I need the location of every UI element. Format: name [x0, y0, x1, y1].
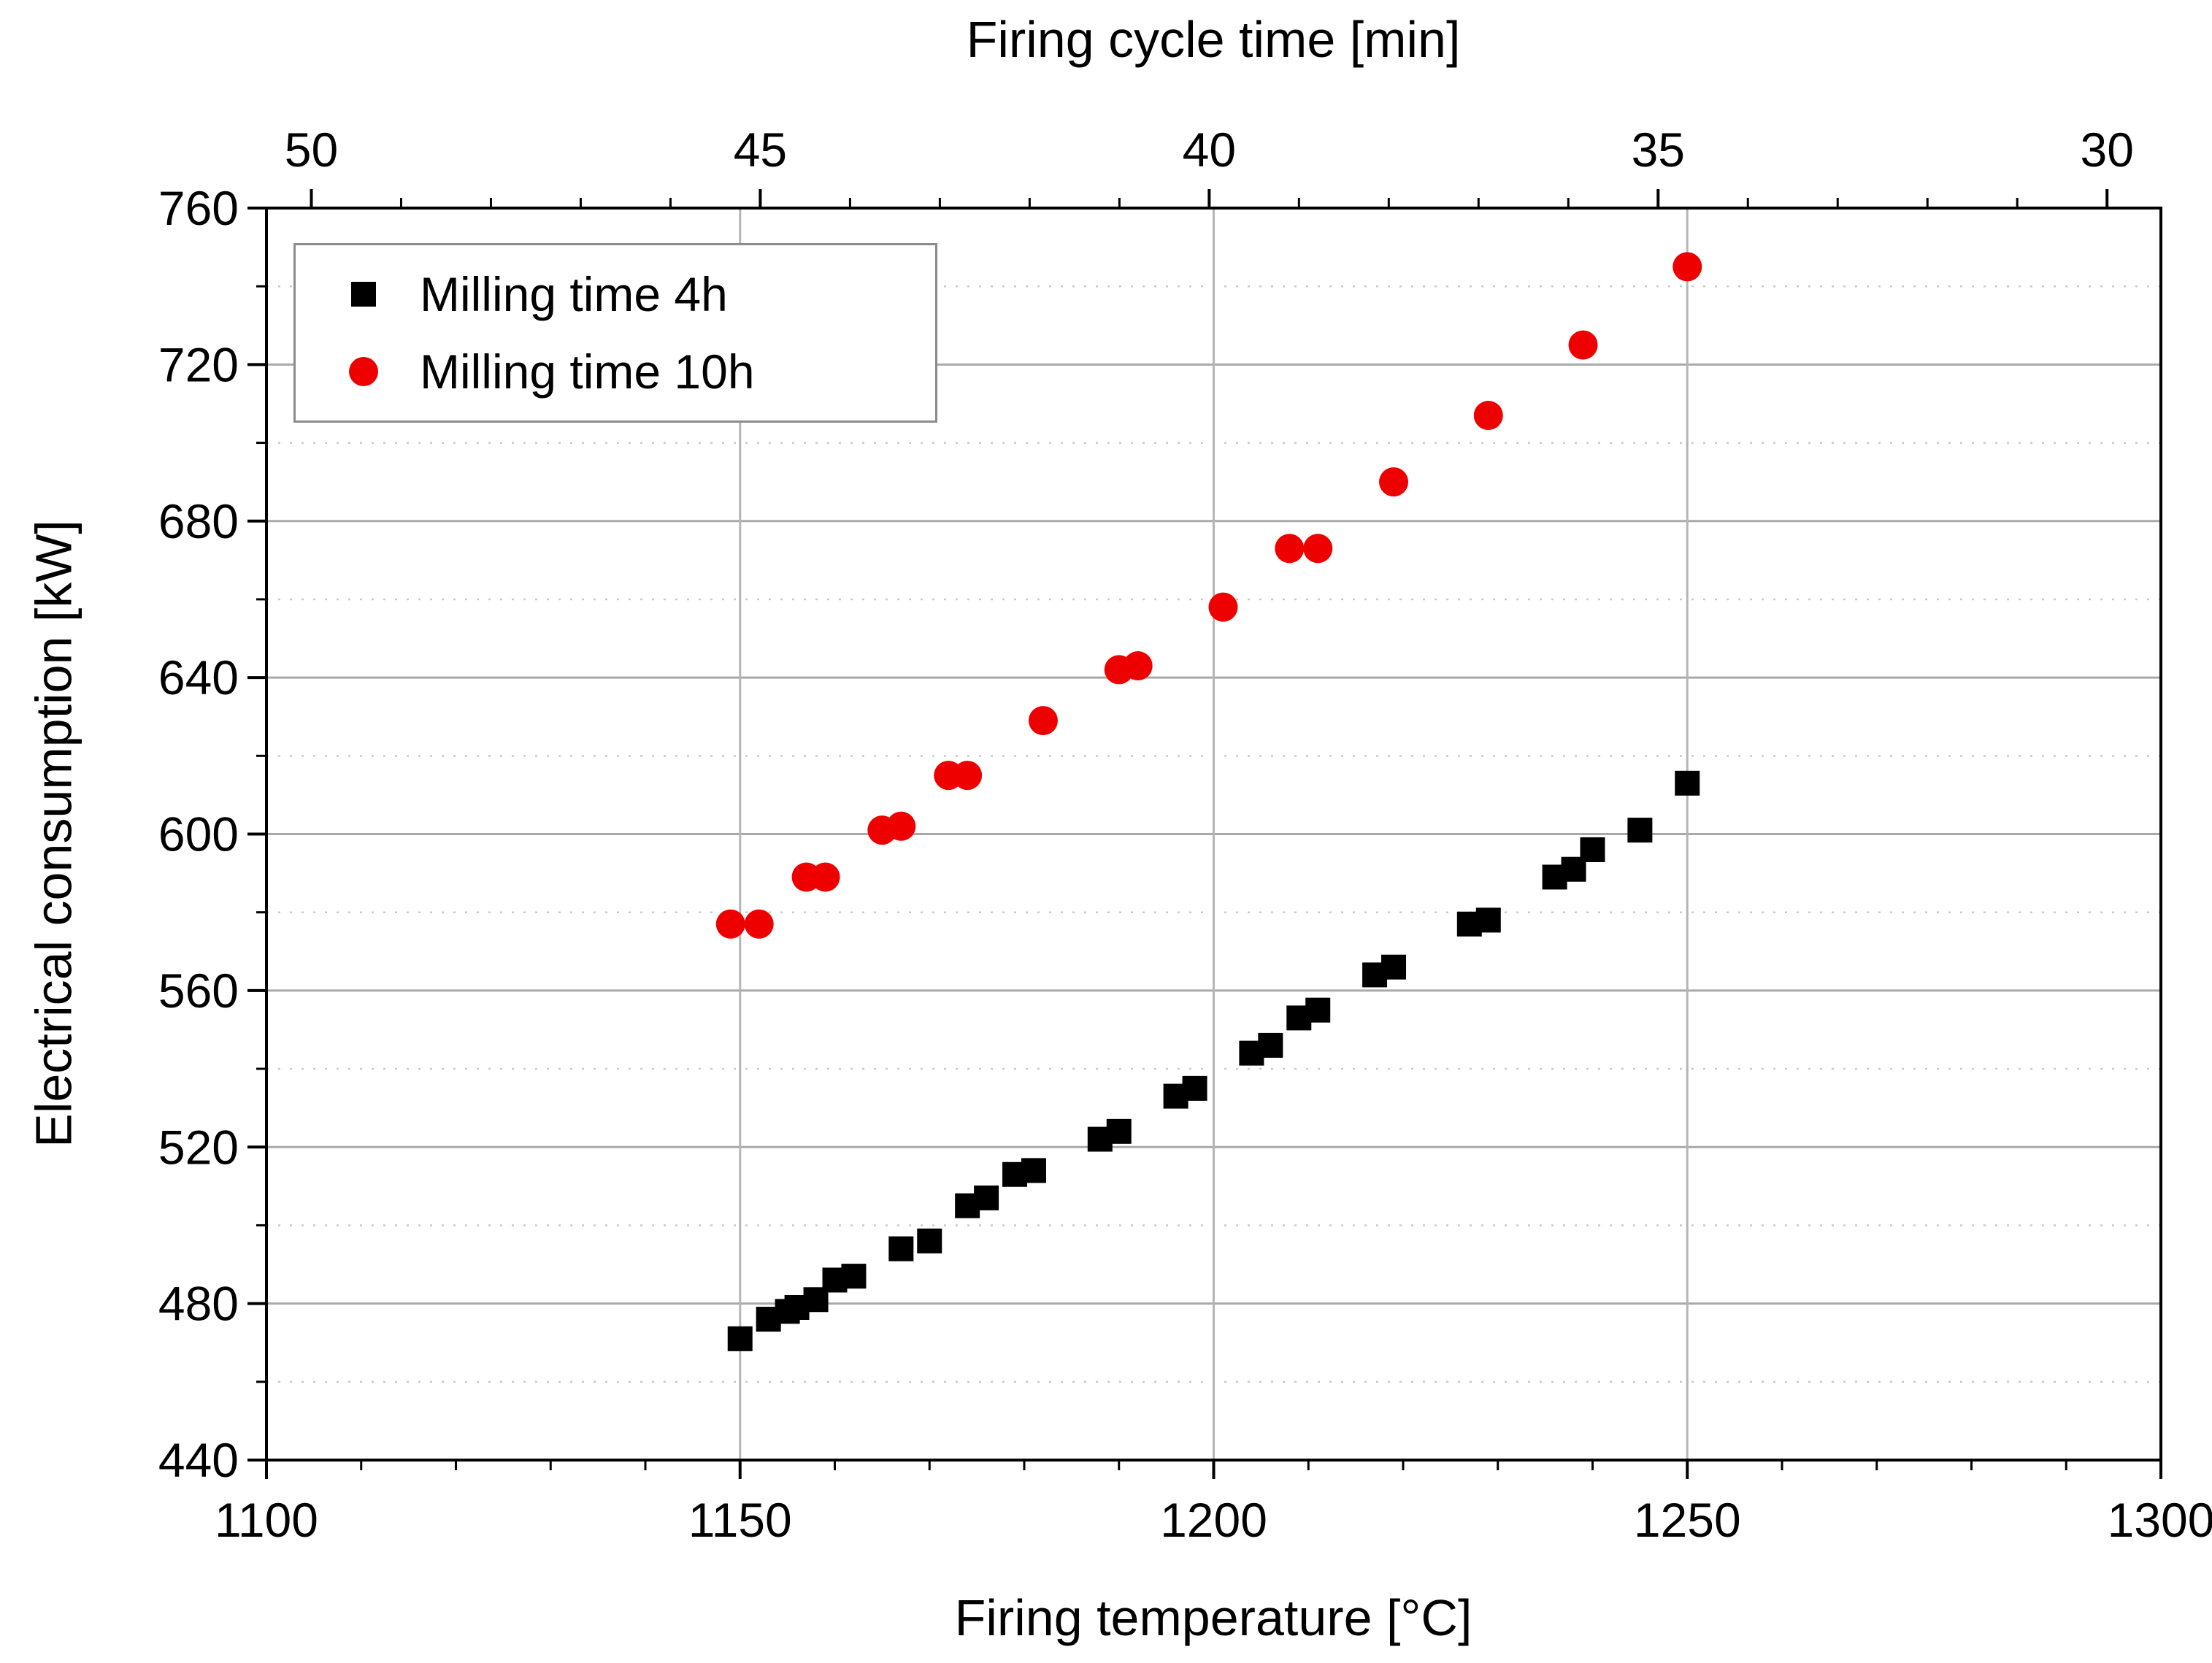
- data-point: [953, 761, 983, 791]
- tick-label: 1200: [1160, 1493, 1267, 1547]
- data-point: [886, 811, 916, 841]
- data-point: [1580, 837, 1605, 862]
- bottom-axis-title: Firing temperature [°C]: [954, 1589, 1472, 1646]
- data-point: [1568, 330, 1598, 360]
- data-point: [1381, 954, 1407, 980]
- legend-item-milling-10h: Milling time 10h: [347, 344, 935, 399]
- data-point: [1028, 706, 1058, 736]
- tick-labels: 1100 1150 1200 1250 1300 440 480 520 560 600 640 68…: [158, 123, 2212, 1547]
- top-axis-title: Firing cycle time [min]: [966, 11, 1461, 68]
- data-point: [1258, 1032, 1283, 1058]
- tick-label: 1250: [1634, 1493, 1741, 1547]
- tick-label: 45: [734, 123, 787, 177]
- tick-label: 1100: [215, 1493, 318, 1547]
- tick-label: 30: [2080, 123, 2133, 177]
- tick-label: 720: [158, 337, 239, 391]
- tick-label: 35: [1632, 123, 1685, 177]
- data-point: [1275, 534, 1305, 564]
- tick-label: 640: [158, 650, 239, 704]
- data-point: [1627, 818, 1653, 843]
- legend-label-milling-4h: Milling time 4h: [420, 267, 728, 322]
- data-point: [917, 1228, 942, 1253]
- tick-label: 560: [158, 964, 239, 1018]
- data-point: [715, 909, 745, 939]
- legend-marker-circle-icon: [349, 356, 378, 386]
- axis-ticks: [247, 189, 2162, 1479]
- tick-label: 50: [285, 123, 338, 177]
- data-point: [1208, 592, 1238, 622]
- data-point: [1305, 997, 1331, 1023]
- data-point: [888, 1236, 914, 1261]
- tick-label: 1150: [688, 1493, 792, 1547]
- tick-label: 680: [158, 494, 239, 548]
- data-point: [1182, 1075, 1207, 1101]
- data-point: [810, 862, 840, 892]
- data-point: [1475, 907, 1501, 933]
- tick-label: 1300: [2108, 1493, 2212, 1547]
- data-point: [841, 1264, 867, 1289]
- data-point: [1303, 534, 1333, 564]
- data-point: [1021, 1158, 1046, 1183]
- tick-label: 760: [158, 181, 239, 235]
- data-point: [1106, 1118, 1132, 1144]
- series-circle: [715, 252, 1702, 939]
- data-point: [744, 909, 774, 939]
- data-point: [1675, 770, 1700, 796]
- plot-frame: [265, 207, 2162, 1462]
- legend-marker-cell: [347, 356, 380, 386]
- tick-label: 600: [158, 807, 239, 861]
- legend-marker-cell: [347, 282, 380, 307]
- tick-label: 480: [158, 1277, 239, 1331]
- tick-label: 440: [158, 1433, 239, 1487]
- series-square: [727, 770, 1700, 1351]
- data-point: [1123, 651, 1153, 681]
- legend-marker-square-icon: [351, 282, 376, 307]
- data-point: [1473, 401, 1503, 431]
- data-point: [974, 1185, 999, 1210]
- data-point: [727, 1326, 753, 1351]
- tick-label: 40: [1183, 123, 1236, 177]
- data-point: [1379, 467, 1409, 497]
- legend-label-milling-10h: Milling time 10h: [420, 344, 755, 399]
- data-point: [1673, 252, 1702, 282]
- tick-label: 520: [158, 1120, 239, 1174]
- legend-item-milling-4h: Milling time 4h: [347, 266, 935, 322]
- legend: Milling time 4h Milling time 10h: [293, 243, 937, 423]
